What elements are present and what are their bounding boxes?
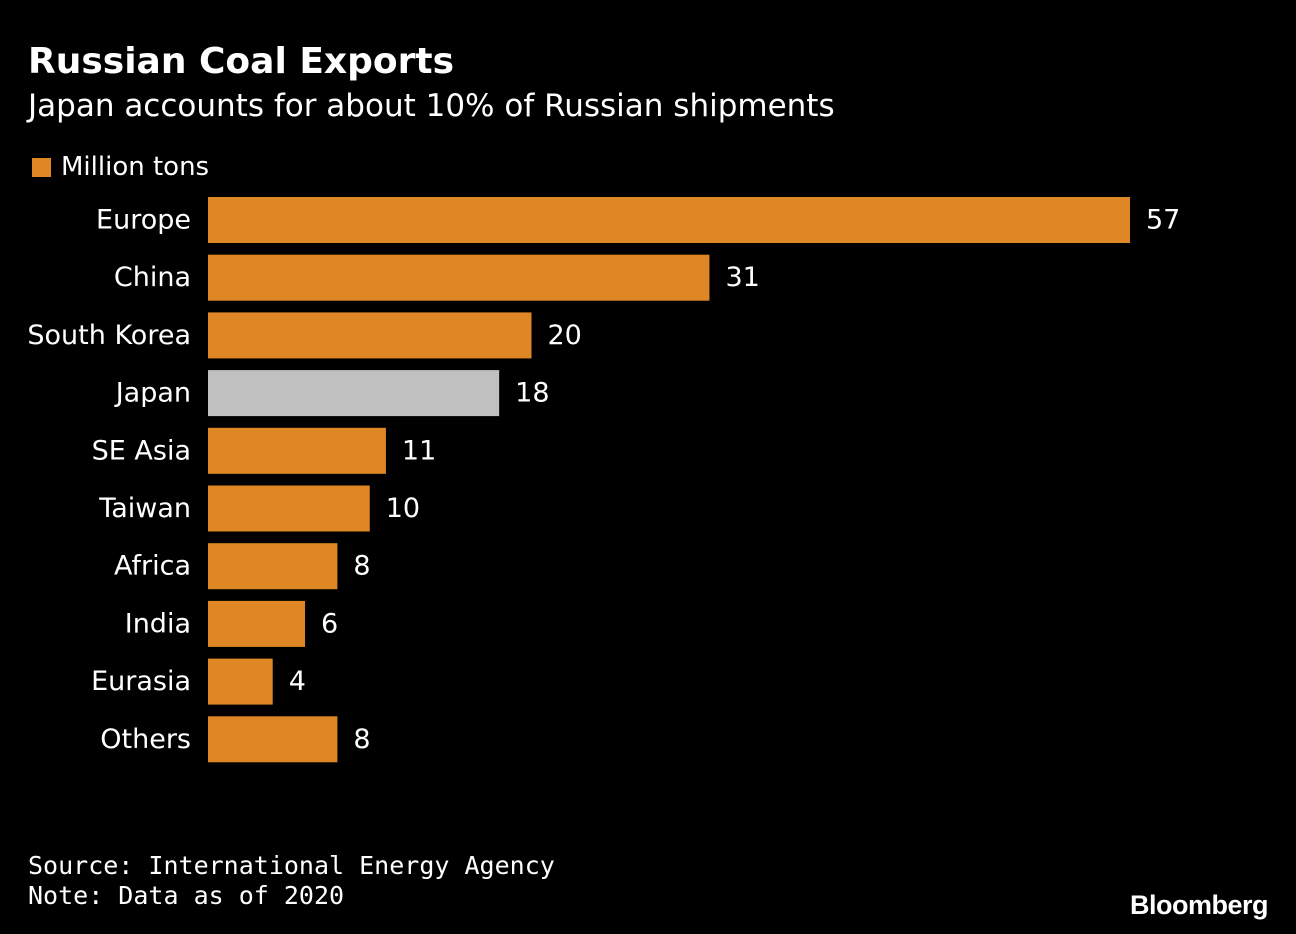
legend-label: Million tons — [61, 152, 210, 182]
value-label-eurasia: 4 — [289, 666, 306, 697]
value-label-india: 6 — [321, 608, 338, 639]
legend: Million tons — [32, 150, 209, 184]
value-label-japan: 18 — [515, 378, 549, 409]
source-note: Source: International Energy Agency — [28, 851, 555, 880]
category-label-europe: Europe — [96, 205, 191, 236]
category-label-japan: Japan — [114, 378, 191, 409]
bar-taiwan — [208, 485, 370, 532]
category-label-china: China — [114, 262, 191, 293]
value-label-others: 8 — [353, 724, 370, 755]
value-label-taiwan: 10 — [386, 493, 420, 524]
bar-others — [208, 716, 338, 763]
chart-subtitle: Japan accounts for about 10% of Russian … — [28, 88, 835, 124]
value-label-china: 31 — [725, 262, 759, 293]
value-label-south-korea: 20 — [548, 320, 582, 351]
bar-china — [208, 254, 710, 301]
bar-india — [208, 600, 306, 647]
bar-japan — [208, 370, 500, 417]
category-label-se-asia: SE Asia — [92, 435, 191, 466]
bar-eurasia — [208, 658, 273, 705]
category-label-south-korea: South Korea — [27, 320, 191, 351]
legend-swatch — [32, 157, 51, 177]
category-label-africa: Africa — [114, 551, 191, 582]
bar-se-asia — [208, 427, 386, 474]
chart-title: Russian Coal Exports — [28, 41, 455, 82]
category-label-taiwan: Taiwan — [98, 493, 191, 524]
category-label-eurasia: Eurasia — [91, 666, 191, 697]
value-label-europe: 57 — [1146, 205, 1180, 236]
data-note: Note: Data as of 2020 — [28, 881, 345, 910]
bar-africa — [208, 543, 338, 590]
value-label-se-asia: 11 — [402, 435, 436, 466]
bar-south-korea — [208, 312, 532, 359]
bloomberg-logo: Bloomberg — [1129, 890, 1269, 920]
value-label-africa: 8 — [353, 551, 370, 582]
category-label-india: India — [125, 608, 191, 639]
bar-europe — [208, 197, 1130, 243]
category-label-others: Others — [100, 724, 191, 755]
